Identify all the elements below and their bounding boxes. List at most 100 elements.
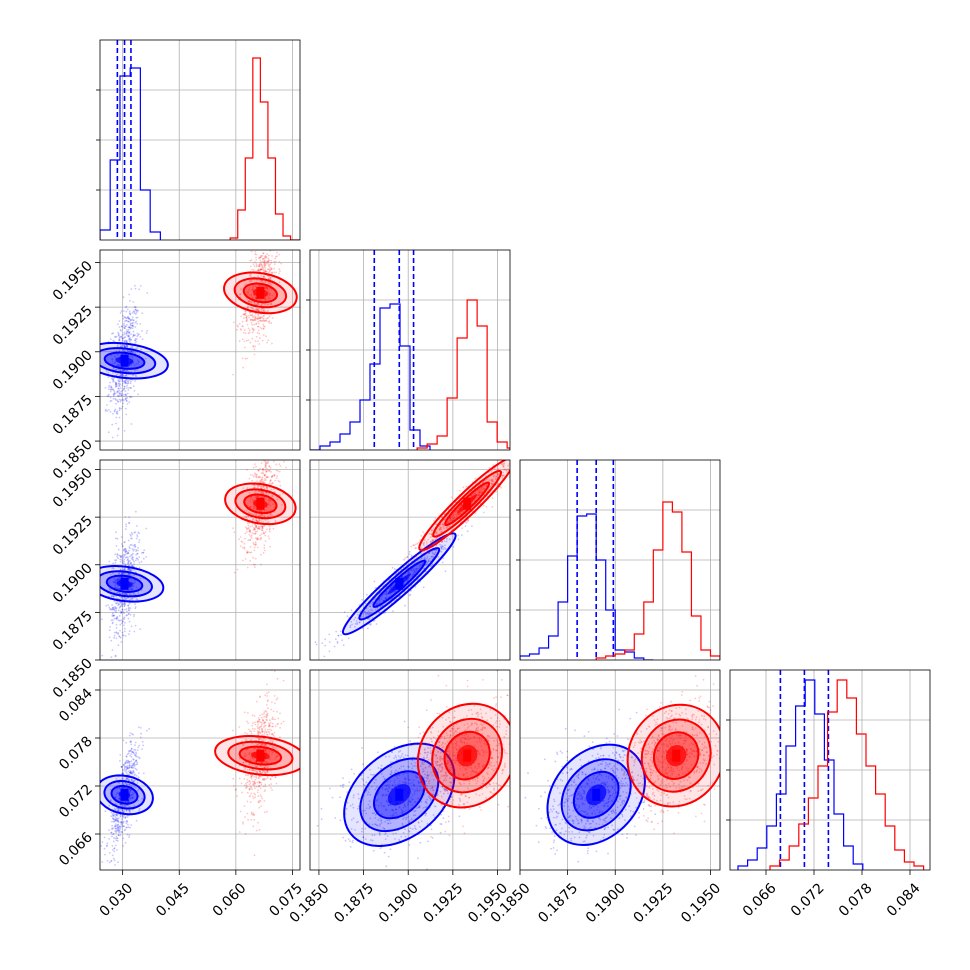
point bbox=[127, 568, 129, 570]
point bbox=[444, 570, 447, 573]
point bbox=[114, 578, 117, 581]
point bbox=[130, 346, 133, 348]
point bbox=[110, 811, 113, 814]
point bbox=[112, 412, 114, 415]
point bbox=[254, 541, 257, 544]
point bbox=[128, 594, 131, 596]
point bbox=[440, 550, 443, 553]
point bbox=[278, 261, 281, 263]
point bbox=[134, 581, 136, 584]
point bbox=[233, 785, 235, 787]
point bbox=[267, 292, 270, 294]
point bbox=[112, 393, 115, 395]
point bbox=[263, 479, 266, 482]
point bbox=[130, 543, 133, 546]
point bbox=[254, 312, 257, 315]
point bbox=[145, 527, 148, 530]
point bbox=[249, 311, 251, 314]
point bbox=[505, 455, 507, 457]
point bbox=[125, 330, 128, 333]
point bbox=[269, 457, 271, 459]
point bbox=[258, 515, 260, 517]
point bbox=[253, 513, 256, 516]
point bbox=[367, 613, 369, 616]
point bbox=[113, 340, 116, 343]
point bbox=[262, 531, 265, 533]
point bbox=[101, 618, 103, 621]
point bbox=[110, 639, 113, 642]
point bbox=[248, 530, 251, 533]
point bbox=[111, 436, 114, 439]
point bbox=[256, 303, 259, 306]
point bbox=[131, 324, 134, 326]
point bbox=[122, 739, 125, 742]
point bbox=[502, 463, 505, 466]
point bbox=[129, 533, 132, 536]
point bbox=[416, 567, 418, 570]
point bbox=[270, 322, 273, 325]
point bbox=[266, 247, 268, 249]
point bbox=[406, 556, 409, 558]
point bbox=[142, 557, 145, 560]
point bbox=[269, 728, 271, 731]
point bbox=[247, 551, 250, 553]
point bbox=[434, 531, 437, 534]
point bbox=[262, 309, 265, 312]
point bbox=[248, 314, 250, 317]
point bbox=[255, 475, 258, 478]
point bbox=[137, 309, 140, 312]
point bbox=[374, 587, 377, 589]
point bbox=[125, 344, 128, 347]
point bbox=[250, 275, 252, 278]
point bbox=[285, 466, 287, 469]
point bbox=[371, 609, 374, 612]
panel-border-1-1 bbox=[309, 249, 511, 451]
point bbox=[126, 552, 129, 555]
point bbox=[269, 480, 271, 482]
point bbox=[250, 321, 253, 324]
point bbox=[264, 255, 267, 258]
point bbox=[247, 511, 250, 514]
point bbox=[136, 761, 139, 764]
point bbox=[257, 317, 259, 320]
point bbox=[130, 554, 133, 557]
point bbox=[246, 732, 249, 735]
point bbox=[255, 303, 258, 306]
point bbox=[135, 340, 138, 343]
point bbox=[269, 282, 272, 285]
point bbox=[247, 288, 250, 291]
point bbox=[254, 296, 257, 298]
point bbox=[115, 827, 117, 830]
point bbox=[264, 534, 267, 537]
point bbox=[268, 293, 271, 296]
point bbox=[134, 326, 137, 328]
point bbox=[349, 626, 352, 629]
point bbox=[266, 260, 269, 263]
point bbox=[513, 458, 515, 460]
point bbox=[251, 512, 254, 515]
point bbox=[116, 364, 118, 367]
point bbox=[245, 316, 248, 319]
point bbox=[394, 590, 396, 593]
point bbox=[259, 490, 262, 493]
point bbox=[267, 502, 270, 505]
point bbox=[128, 364, 131, 367]
point bbox=[121, 562, 124, 565]
point bbox=[260, 553, 262, 556]
point bbox=[261, 471, 264, 474]
point bbox=[423, 541, 425, 544]
point bbox=[342, 644, 345, 647]
point bbox=[119, 578, 121, 581]
point bbox=[127, 750, 130, 752]
point bbox=[110, 831, 113, 834]
point bbox=[260, 510, 263, 513]
point bbox=[254, 563, 256, 566]
point bbox=[129, 326, 131, 329]
point bbox=[123, 573, 126, 576]
point bbox=[280, 452, 282, 454]
point bbox=[242, 821, 244, 824]
point bbox=[110, 573, 112, 576]
point bbox=[121, 379, 124, 382]
point bbox=[114, 381, 117, 383]
point bbox=[119, 821, 122, 824]
